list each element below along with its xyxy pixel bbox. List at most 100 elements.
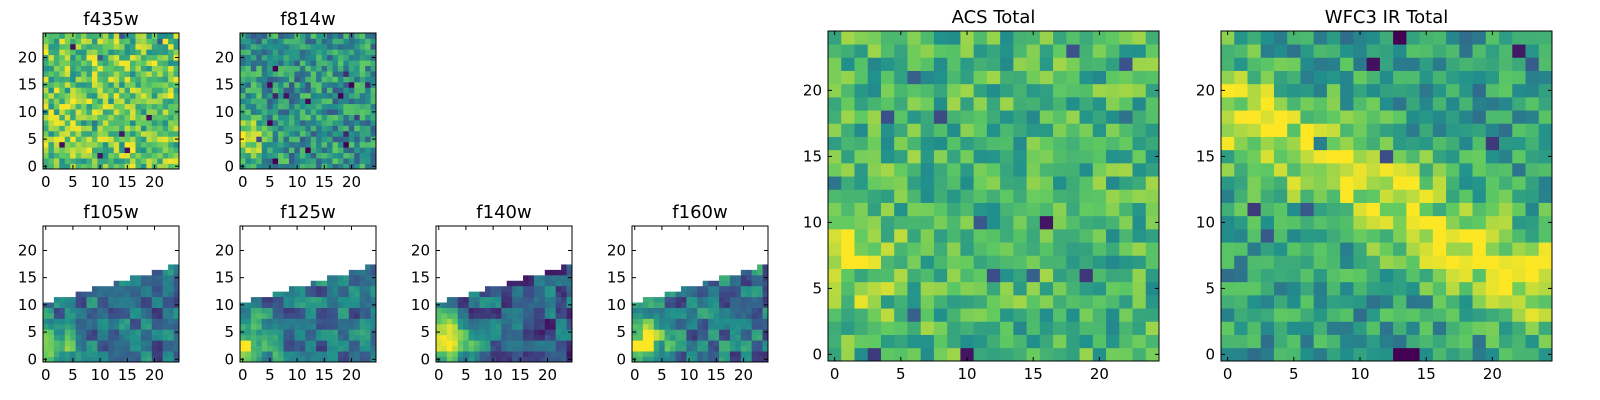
heatmap-cell [168, 43, 174, 50]
heatmap-cell [173, 38, 180, 45]
heatmap-cell [920, 44, 935, 58]
heatmap-cell [305, 87, 312, 94]
heatmap-cell [708, 323, 714, 330]
heatmap-cell [288, 120, 295, 126]
heatmap-cell [316, 258, 322, 265]
heatmap-cell [316, 33, 322, 39]
heatmap-cell [59, 264, 66, 270]
heatmap-cell [1446, 321, 1460, 335]
heatmap-cell [305, 313, 312, 319]
heatmap-cell [659, 291, 665, 298]
heatmap-cell [490, 253, 497, 259]
heatmap-cell [702, 280, 709, 287]
heatmap-cell [506, 247, 513, 254]
heatmap-cell [53, 141, 60, 148]
heatmap-cell [506, 226, 513, 232]
heatmap-cell [261, 231, 268, 238]
heatmap-cell [316, 141, 322, 148]
heatmap-cell [370, 147, 377, 154]
heatmap-cell [64, 130, 71, 137]
heatmap-cell [1459, 176, 1473, 190]
heatmap-cell [43, 125, 49, 132]
heatmap-cell [1300, 281, 1315, 296]
heatmap-cell [130, 141, 136, 148]
heatmap-cell [124, 136, 131, 143]
heatmap-cell [495, 291, 502, 298]
heatmap-cell [724, 345, 731, 352]
heatmap-cell [517, 274, 524, 281]
heatmap-cell [539, 242, 546, 249]
heatmap-cell [124, 114, 131, 121]
heatmap-cell [512, 307, 518, 314]
heatmap-cell [288, 54, 295, 61]
heatmap-cell [327, 356, 333, 363]
heatmap-cell [517, 280, 524, 287]
heatmap-cell [490, 258, 497, 265]
heatmap-cell [119, 33, 125, 39]
heatmap-cell [555, 329, 562, 336]
heatmap-cell [686, 334, 693, 341]
heatmap-cell [1287, 321, 1301, 335]
heatmap-cell [1013, 268, 1027, 283]
heatmap-cell [1145, 57, 1160, 71]
heatmap-cell [632, 318, 638, 325]
heatmap-cell [632, 253, 638, 259]
heatmap-cell [729, 334, 736, 341]
heatmap-cell [1512, 229, 1526, 243]
heatmap-cell [1406, 281, 1420, 296]
heatmap-cell [64, 38, 71, 45]
heatmap-cell [463, 280, 469, 287]
heatmap-cell [523, 334, 529, 341]
heatmap-cell [43, 351, 49, 357]
heatmap-cell [354, 226, 361, 232]
heatmap-cell [168, 38, 174, 45]
heatmap-cell [316, 307, 322, 314]
heatmap-cell [130, 274, 136, 281]
heatmap-cell [1472, 189, 1487, 203]
heatmap-cell [523, 323, 529, 330]
heatmap-cell [288, 103, 295, 110]
heatmap-cell [97, 253, 104, 259]
y-tick-label: 15 [803, 147, 822, 165]
heatmap-cell [135, 60, 142, 66]
heatmap-cell [446, 269, 453, 276]
heatmap-cell [102, 81, 109, 88]
heatmap-cell [894, 321, 908, 335]
heatmap-cell [479, 264, 486, 270]
heatmap-cell [708, 280, 714, 287]
heatmap-cell [637, 329, 644, 336]
heatmap-cell [1472, 347, 1487, 362]
heatmap-cell [1326, 189, 1341, 203]
heatmap-cell [986, 321, 1001, 335]
heatmap-cell [474, 236, 480, 243]
heatmap-cell [1079, 255, 1094, 269]
heatmap-cell [463, 340, 469, 347]
heatmap-cell [973, 163, 988, 177]
heatmap-cell [555, 291, 562, 298]
heatmap-cell [523, 307, 529, 314]
heatmap-cell [1066, 268, 1080, 283]
heatmap-cell [642, 351, 649, 357]
heatmap-cell [310, 60, 317, 66]
heatmap-cell [986, 176, 1001, 190]
heatmap-cell [245, 87, 252, 94]
heatmap-cell [261, 264, 268, 270]
heatmap-cell [140, 269, 147, 276]
heatmap-cell [168, 65, 174, 72]
heatmap-cell [81, 345, 87, 352]
heatmap-cell [113, 92, 120, 99]
heatmap-cell [495, 323, 502, 330]
heatmap-cell [124, 54, 131, 61]
heatmap-cell [907, 242, 922, 256]
heatmap-cell [91, 33, 98, 39]
heatmap-cell [240, 307, 246, 314]
heatmap-cell [250, 163, 257, 170]
heatmap-cell [70, 158, 76, 164]
heatmap-cell [670, 356, 676, 363]
heatmap-cell [544, 274, 551, 281]
heatmap-cell [250, 103, 257, 110]
heatmap-cell [294, 81, 301, 88]
heatmap-cell [288, 158, 295, 164]
heatmap-cell [124, 98, 131, 105]
heatmap-cell [1512, 281, 1526, 296]
